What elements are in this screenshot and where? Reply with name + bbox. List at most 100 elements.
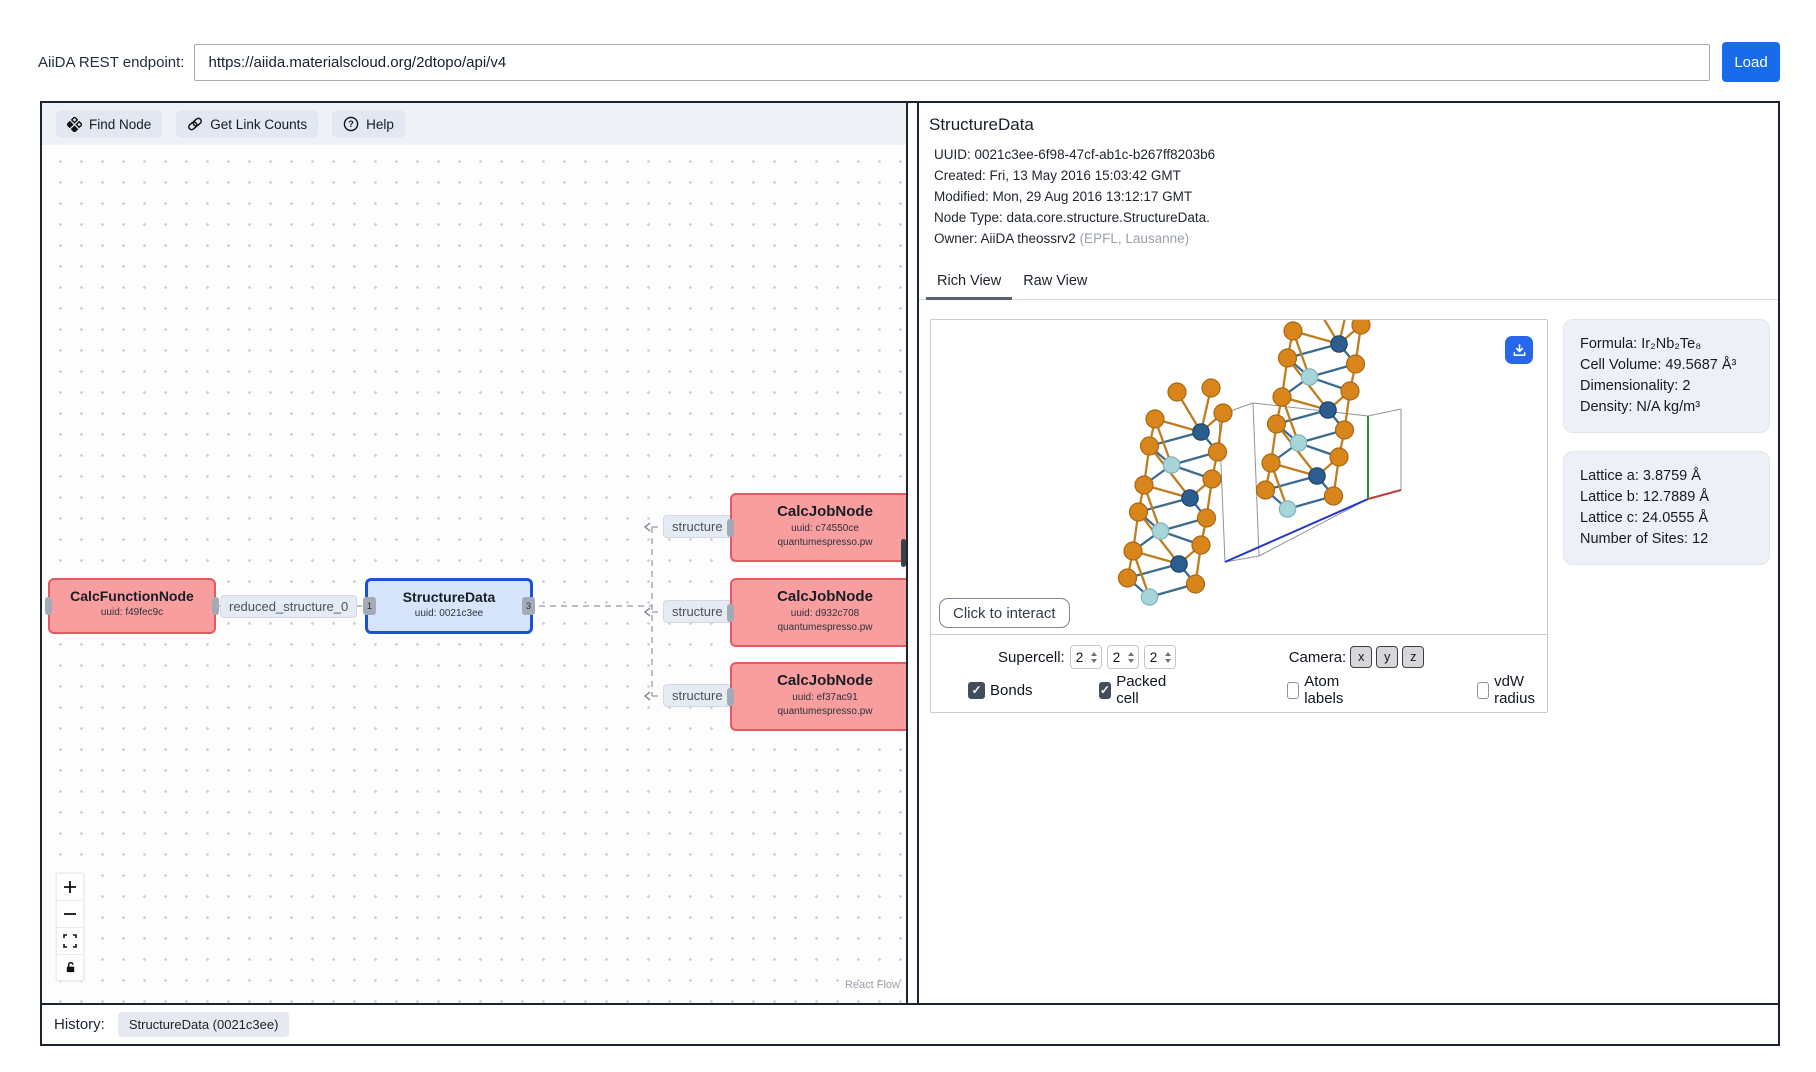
density-line: Density: N/A kg/m³ (1580, 399, 1701, 415)
meta-node-type: Node Type: data.core.structure.Structure… (934, 210, 1210, 225)
node-handle-left[interactable] (727, 518, 734, 537)
node-handle-left[interactable] (727, 687, 734, 706)
main-container: Find Node Get Link Counts ? Help (40, 101, 1780, 1046)
zoom-in-button[interactable] (56, 873, 84, 900)
graph-zoom-controls (56, 873, 84, 981)
node-subtitle: quantumespresso.pw (777, 537, 873, 548)
node-uuid: uuid: 0021c3ee (414, 608, 484, 619)
find-node-icon (67, 116, 82, 132)
get-link-counts-button[interactable]: Get Link Counts (176, 110, 319, 138)
history-chip-structuredata[interactable]: StructureData (0021c3ee) (117, 1012, 290, 1037)
structure-data-node[interactable]: StructureData uuid: 0021c3ee 1 3 (363, 578, 535, 634)
download-icon (1512, 343, 1527, 358)
stepper-chevrons-icon[interactable] (1127, 651, 1138, 663)
endpoint-bar: AiiDA REST endpoint: Load (38, 40, 1780, 84)
node-title: StructureData (402, 589, 496, 605)
structure-info-column: Formula: Ir₂Nb₂Te₈ Cell Volume: 49.5687 … (1563, 319, 1770, 713)
node-title: CalcJobNode (777, 672, 873, 689)
camera-x-button[interactable]: x (1350, 646, 1373, 668)
graph-canvas[interactable]: CalcFunctionNode uuid: f49fec9c reduced_… (42, 145, 906, 1003)
camera-label: Camera: (1288, 648, 1347, 666)
checkbox-unchecked-icon (1286, 681, 1300, 699)
supercell-y-value: 2 (1112, 649, 1121, 665)
calc-job-node-3[interactable]: CalcJobNode uuid: ef37ac91 quantumespres… (727, 662, 906, 731)
structure-viewer-canvas[interactable]: Click to interact (931, 320, 1547, 634)
formula-card: Formula: Ir₂Nb₂Te₈ Cell Volume: 49.5687 … (1563, 319, 1770, 433)
detail-meta: UUID: 0021c3ee-6f98-47cf-ab1c-b267ff8203… (934, 144, 1764, 249)
endpoint-label: AiiDA REST endpoint: (38, 53, 185, 71)
find-node-label: Find Node (89, 116, 152, 132)
get-link-counts-label: Get Link Counts (210, 116, 308, 132)
lock-button[interactable] (56, 954, 84, 981)
calc-job-node-1[interactable]: CalcJobNode uuid: c74550ce quantumespres… (727, 493, 906, 562)
help-label: Help (366, 116, 394, 132)
node-subtitle: quantumespresso.pw (777, 622, 873, 633)
node-in-handle[interactable]: 1 (363, 597, 376, 615)
owner-affiliation: (EPFL, Lausanne) (1079, 231, 1190, 246)
tab-raw-view[interactable]: Raw View (1023, 273, 1088, 289)
atom-labels-label: Atom labels (1304, 673, 1344, 707)
supercell-y-stepper[interactable]: 2 (1106, 645, 1139, 669)
link-icon (187, 116, 203, 132)
node-out-handle[interactable]: 3 (522, 597, 535, 615)
meta-modified: Modified: Mon, 29 Aug 2016 13:12:17 GMT (934, 189, 1193, 204)
endpoint-input[interactable] (194, 43, 1710, 81)
detail-title: StructureData (929, 115, 1034, 134)
lattice-b-line: Lattice b: 12.7889 Å (1580, 489, 1709, 505)
checkbox-unchecked-icon (1476, 681, 1490, 699)
help-button[interactable]: ? Help (332, 110, 405, 138)
calc-job-node-2[interactable]: CalcJobNode uuid: d932c708 quantumespres… (727, 578, 906, 647)
lattice-c-line: Lattice c: 24.0555 Å (1580, 510, 1709, 526)
vdw-radius-checkbox[interactable]: vdW radius (1476, 673, 1547, 707)
camera-z-button[interactable]: z (1402, 646, 1425, 668)
supercell-x-value: 2 (1075, 649, 1084, 665)
help-icon: ? (343, 116, 359, 132)
edge-label-structure-2: structure (663, 600, 732, 623)
node-handle-right[interactable] (212, 597, 219, 615)
stepper-chevrons-icon[interactable] (1164, 651, 1175, 663)
calc-function-node[interactable]: CalcFunctionNode uuid: f49fec9c (45, 578, 219, 634)
node-subtitle: quantumespresso.pw (777, 706, 873, 717)
edge-label-structure-1: structure (663, 515, 732, 538)
click-to-interact-button[interactable]: Click to interact (939, 598, 1070, 628)
meta-created: Created: Fri, 13 May 2016 15:03:42 GMT (934, 168, 1181, 183)
find-node-button[interactable]: Find Node (56, 110, 163, 138)
molecule-render (1117, 320, 1402, 606)
load-button[interactable]: Load (1722, 42, 1780, 82)
history-bar: History: StructureData (0021c3ee) (42, 1003, 1778, 1044)
fit-view-button[interactable] (56, 927, 84, 954)
download-structure-button[interactable] (1505, 336, 1533, 364)
provenance-graph-panel: Find Node Get Link Counts ? Help (42, 103, 908, 1003)
cell-volume-line: Cell Volume: 49.5687 Å³ (1580, 357, 1737, 373)
rich-view-content: Click to interact Supercell: 2 2 (919, 300, 1778, 713)
scrollbar-thumb[interactable] (901, 539, 906, 567)
node-handle-left[interactable] (45, 597, 52, 615)
edge-label-reduced-structure: reduced_structure_0 (220, 595, 358, 618)
formula-line: Formula: Ir₂Nb₂Te₈ (1580, 336, 1702, 352)
detail-header: StructureData UUID: 0021c3ee-6f98-47cf-a… (919, 103, 1778, 249)
viewer-controls: Supercell: 2 2 2 (931, 634, 1547, 712)
camera-y-button[interactable]: y (1376, 646, 1399, 668)
node-handle-left[interactable] (727, 603, 734, 622)
supercell-x-stepper[interactable]: 2 (1069, 645, 1102, 669)
zoom-out-button[interactable] (56, 900, 84, 927)
owner-name: Owner: AiiDA theossrv2 (934, 231, 1080, 246)
atom-labels-checkbox[interactable]: Atom labels (1286, 673, 1360, 707)
number-of-sites-line: Number of Sites: 12 (1580, 531, 1709, 547)
supercell-z-value: 2 (1149, 649, 1158, 665)
meta-uuid: UUID: 0021c3ee-6f98-47cf-ab1c-b267ff8203… (934, 147, 1216, 162)
node-title: CalcJobNode (777, 503, 873, 520)
panel-splitter[interactable] (908, 103, 917, 1003)
graph-toolbar: Find Node Get Link Counts ? Help (42, 103, 906, 145)
checkbox-checked-icon (968, 681, 985, 699)
stepper-chevrons-icon[interactable] (1090, 651, 1101, 663)
tab-rich-view[interactable]: Rich View (926, 266, 1013, 300)
edge-label-structure-3: structure (663, 684, 732, 707)
packed-cell-checkbox[interactable]: Packed cell (1098, 673, 1171, 707)
supercell-z-stepper[interactable]: 2 (1143, 645, 1176, 669)
lattice-a-line: Lattice a: 3.8759 Å (1580, 468, 1701, 484)
svg-text:?: ? (348, 119, 354, 129)
node-uuid: uuid: f49fec9c (100, 607, 164, 618)
graph-edges (214, 522, 731, 701)
bonds-checkbox[interactable]: Bonds (968, 681, 1033, 699)
